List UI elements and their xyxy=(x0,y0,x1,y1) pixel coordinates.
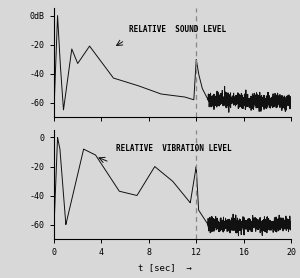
Text: t [sec]  →: t [sec] → xyxy=(138,264,192,272)
Text: RELATIVE  VIBRATION LEVEL: RELATIVE VIBRATION LEVEL xyxy=(116,143,231,153)
Text: RELATIVE  SOUND LEVEL: RELATIVE SOUND LEVEL xyxy=(129,24,226,34)
